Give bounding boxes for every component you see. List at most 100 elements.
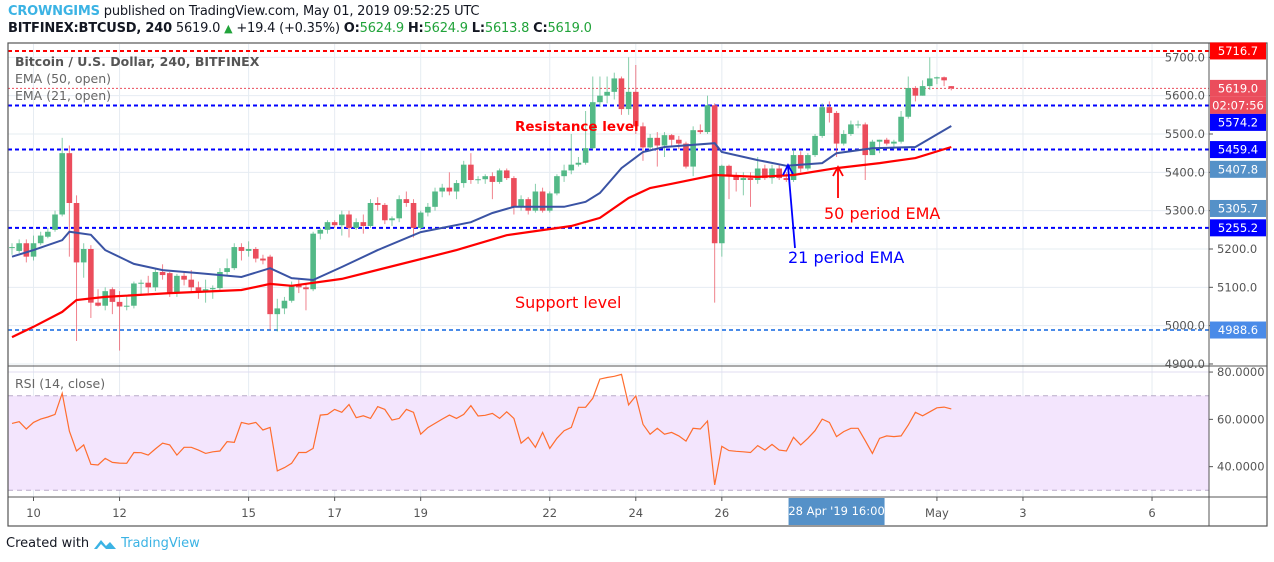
- candle-body: [346, 214, 352, 228]
- candle-body: [546, 193, 553, 211]
- candle: [919, 80, 926, 96]
- candle-body: [926, 78, 933, 87]
- candle: [611, 72, 618, 100]
- level-price-badge: 4988.6: [1218, 323, 1258, 337]
- candle-body: [166, 273, 173, 294]
- ema21-line: [11, 125, 952, 282]
- candle: [439, 183, 445, 198]
- candle-body: [905, 88, 912, 117]
- candle: [159, 264, 166, 280]
- candle-body: [726, 165, 732, 177]
- time-axis[interactable]: 10 12 15 17 19 22 24 26 May 3 6: [26, 497, 1156, 520]
- candle-body: [482, 176, 489, 180]
- candle-body: [503, 170, 510, 179]
- tradingview-link[interactable]: TradingView: [121, 536, 200, 551]
- high-value: 5624.9: [423, 21, 468, 36]
- candle: [281, 296, 288, 315]
- candle: [45, 227, 51, 239]
- candle: [317, 227, 324, 240]
- candle-body: [790, 155, 797, 180]
- candle: [805, 153, 811, 171]
- candle-body: [812, 135, 818, 156]
- candle-body: [202, 289, 209, 292]
- candle-body: [224, 268, 230, 272]
- candle: [231, 243, 238, 271]
- candle: [597, 76, 603, 108]
- candle-body: [102, 291, 109, 306]
- candle-body: [123, 305, 130, 307]
- candle: [589, 76, 596, 150]
- legend-ema50[interactable]: EMA (50, open): [15, 71, 111, 86]
- candle-body: [432, 191, 438, 207]
- candle: [37, 231, 44, 246]
- time-tick-label: May: [925, 506, 949, 520]
- price-tick-label: 5200.0: [1217, 242, 1257, 256]
- candle: [697, 124, 704, 134]
- candle: [532, 183, 539, 213]
- candle-body: [805, 155, 811, 169]
- ema21-annotation: 21 period EMA: [788, 248, 904, 267]
- candle: [704, 95, 711, 134]
- rsi-axis[interactable]: 80.0000 60.0000 40.0000: [1209, 365, 1265, 474]
- price-change: +19.4 (+0.35%): [236, 21, 340, 36]
- rsi-tick-label: 80.0000: [1217, 365, 1265, 379]
- candle-body: [324, 222, 331, 230]
- candle: [403, 191, 410, 207]
- candle: [410, 199, 417, 238]
- horizontal-levels: [8, 49, 1209, 332]
- candle: [425, 202, 431, 217]
- candle-body: [518, 199, 524, 207]
- candle-body: [425, 206, 431, 213]
- candle-body: [389, 218, 395, 221]
- candle: [460, 160, 467, 188]
- candle-body: [604, 91, 610, 96]
- candle: [769, 164, 775, 184]
- candle: [274, 298, 281, 332]
- price-axis[interactable]: 4900.0 5000.0 5100.0 5200.0 5300.0 5400.0 5500…: [1165, 50, 1258, 371]
- candle: [446, 172, 453, 196]
- legend-rsi[interactable]: RSI (14, close): [15, 376, 105, 391]
- candle: [217, 268, 223, 292]
- candle: [568, 134, 575, 175]
- price-tick-label: 5000.0: [1165, 319, 1205, 333]
- candle: [346, 210, 352, 238]
- author-link[interactable]: CROWNGIMS: [8, 4, 100, 19]
- candle: [518, 195, 524, 211]
- tradingview-logo-icon[interactable]: [93, 537, 117, 551]
- time-tick-label: 24: [628, 506, 643, 520]
- candle-body: [647, 137, 653, 148]
- price-tick-label: 5300.0: [1165, 204, 1205, 218]
- open-label: O:: [343, 21, 360, 36]
- time-tick-label: 26: [715, 506, 730, 520]
- legend-ema21[interactable]: EMA (21, open): [15, 88, 111, 103]
- candle-body: [245, 248, 252, 251]
- price-tick-label: 5400.0: [1165, 165, 1205, 179]
- candle: [145, 275, 152, 294]
- candle-body: [460, 164, 467, 184]
- candle-body: [568, 164, 575, 171]
- candle: [719, 164, 725, 257]
- rsi-band-lines: [8, 395, 1209, 491]
- candle-body: [417, 212, 424, 228]
- ema21-arrow-icon: [782, 163, 796, 249]
- candle: [905, 76, 912, 119]
- candle-body: [260, 258, 266, 261]
- candle: [116, 291, 123, 351]
- level-price-badge: 5574.2: [1218, 115, 1258, 129]
- candle: [252, 247, 259, 263]
- candle: [582, 111, 589, 165]
- ema50-annotation: 50 period EMA: [824, 204, 940, 223]
- rsi-tick-label: 40.0000: [1217, 460, 1265, 474]
- candle-body: [919, 86, 926, 96]
- candle-body: [561, 170, 567, 177]
- candle: [360, 214, 367, 234]
- ema-value-badge-bg: [1210, 199, 1266, 217]
- candle: [109, 287, 116, 315]
- candle-body: [597, 95, 603, 103]
- candle-body: [37, 235, 44, 244]
- candle-body: [59, 153, 65, 215]
- candle-body: [754, 168, 761, 180]
- candle-body: [575, 162, 582, 165]
- candle: [339, 210, 345, 236]
